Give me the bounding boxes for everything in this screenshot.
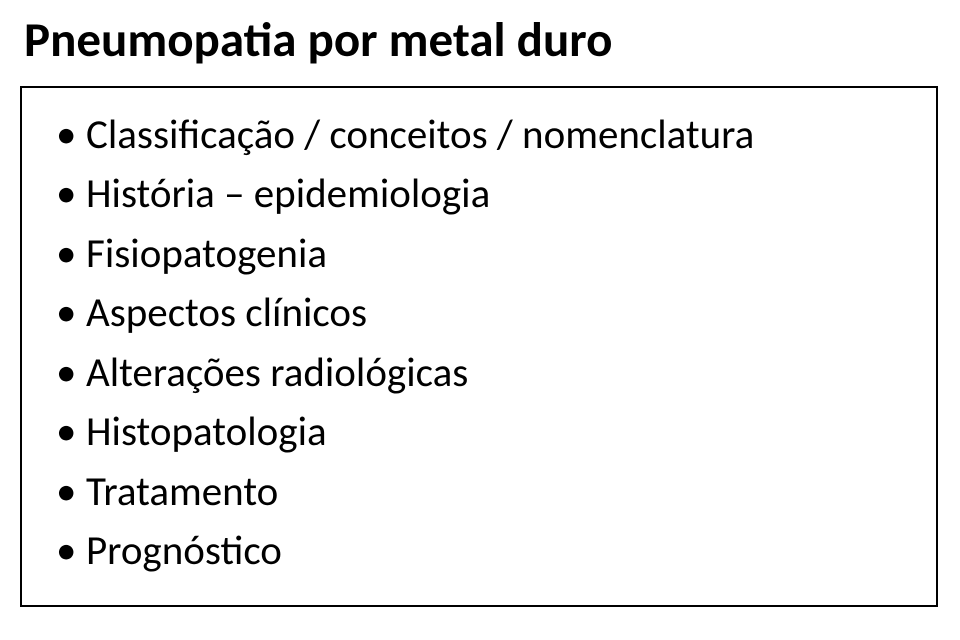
list-item: Histopatologia	[50, 403, 908, 462]
list-item: Alterações radiológicas	[50, 344, 908, 403]
list-item: Aspectos clínicos	[50, 284, 908, 343]
slide: Pneumopatia por metal duro Classificação…	[0, 0, 960, 640]
list-item: Classificação / conceitos / nomenclatura	[50, 106, 908, 165]
bullet-list: Classificação / conceitos / nomenclatura…	[50, 106, 908, 582]
list-item: Prognóstico	[50, 522, 908, 581]
list-item: História – epidemiologia	[50, 165, 908, 224]
list-item: Tratamento	[50, 463, 908, 522]
list-item: Fisiopatogenia	[50, 225, 908, 284]
content-box: Classificação / conceitos / nomenclatura…	[20, 86, 938, 608]
slide-title: Pneumopatia por metal duro	[20, 14, 940, 68]
